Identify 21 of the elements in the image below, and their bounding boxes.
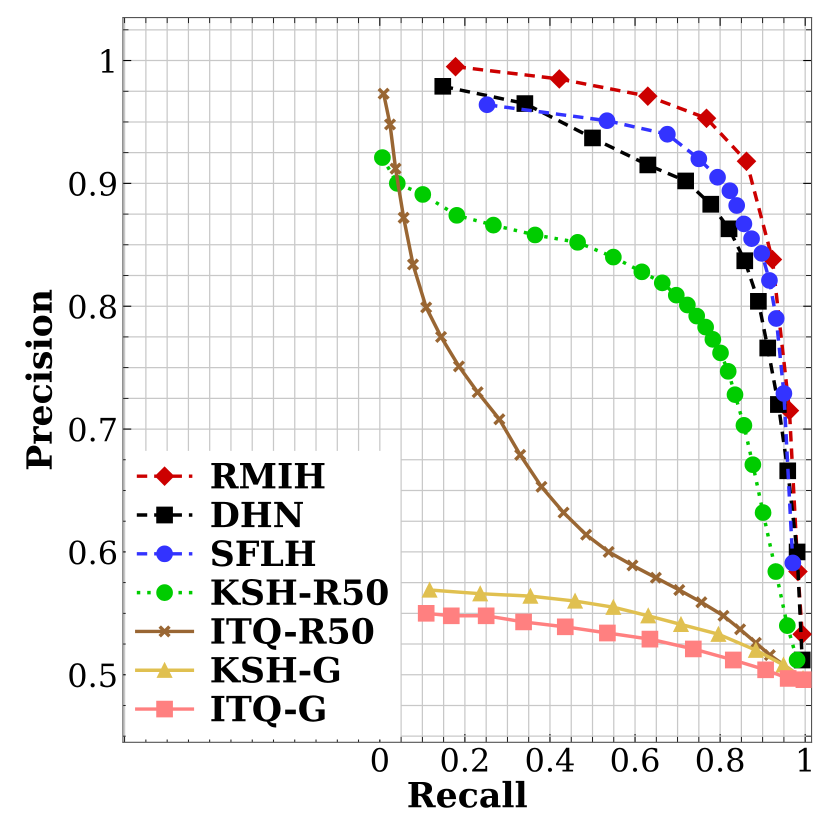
legend-label: ITQ-R50 [211,618,374,650]
legend-label: RMIH [211,463,324,488]
y-tick-label: 0.8 [69,294,116,319]
x-tick-label: 0.8 [696,748,744,772]
y-tick-label: 0.6 [69,540,116,564]
x-tick-label: 0 [372,748,388,772]
legend-label: KSH-G [211,656,340,683]
y-tick-label: 0.5 [69,663,116,688]
y-tick-label: 1 [102,48,114,73]
x-axis-title: Recall [408,780,527,808]
y-tick-label: 0.7 [69,417,116,442]
y-axis-title: Precision [25,290,52,470]
x-tick-label: 1 [798,748,811,772]
x-tick-label: 0.2 [442,748,488,772]
legend-label: DHN [211,502,303,528]
x-tick-label: 0.6 [612,748,658,772]
y-tick-label: 0.9 [69,172,116,196]
legend-label: ITQ-G [211,695,325,728]
legend-label: SFLH [212,540,316,566]
x-tick-label: 0.4 [526,748,574,772]
legend-label: KSH-R50 [211,578,388,606]
